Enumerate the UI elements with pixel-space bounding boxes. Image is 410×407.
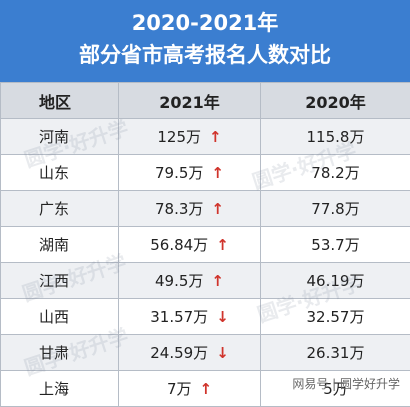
value-2020-cell: 77.8万: [261, 191, 410, 227]
value-2020-cell: 115.8万: [261, 119, 410, 155]
header-2021: 2021年: [119, 83, 261, 119]
region-cell: 上海: [1, 371, 119, 407]
value-2021-cell: 56.84万 ↑: [119, 227, 261, 263]
region-cell: 江西: [1, 263, 119, 299]
arrow-up-icon: ↑: [211, 164, 224, 182]
value-2021: 31.57万: [150, 308, 208, 326]
arrow-up-icon: ↑: [216, 236, 229, 254]
arrow-up-icon: ↑: [209, 128, 222, 146]
value-2021: 78.3万: [155, 200, 203, 218]
region-cell: 河南: [1, 119, 119, 155]
value-2021-cell: 78.3万 ↑: [119, 191, 261, 227]
value-2021: 56.84万: [150, 236, 208, 254]
arrow-up-icon: ↑: [211, 200, 224, 218]
value-2021-cell: 49.5万 ↑: [119, 263, 261, 299]
arrow-up-icon: ↑: [211, 272, 224, 290]
value-2021-cell: 7万 ↑: [119, 371, 261, 407]
value-2020-cell: 53.7万: [261, 227, 410, 263]
value-2020-cell: 32.57万: [261, 299, 410, 335]
value-2021: 125万: [157, 128, 201, 146]
title-years: 2020-2021年: [0, 10, 410, 36]
source-credit: 网易号 | 圆学好升学: [292, 375, 400, 392]
table-row: 山东 79.5万 ↑ 78.2万: [1, 155, 410, 191]
arrow-up-icon: ↑: [199, 380, 212, 398]
region-cell: 山西: [1, 299, 119, 335]
arrow-down-icon: ↓: [216, 308, 229, 326]
value-2021-cell: 125万 ↑: [119, 119, 261, 155]
value-2021: 79.5万: [155, 164, 203, 182]
value-2021-cell: 24.59万 ↓: [119, 335, 261, 371]
table-row: 河南 125万 ↑ 115.8万: [1, 119, 410, 155]
value-2021-cell: 79.5万 ↑: [119, 155, 261, 191]
table-row: 广东 78.3万 ↑ 77.8万: [1, 191, 410, 227]
value-2020-cell: 26.31万: [261, 335, 410, 371]
table-row: 江西 49.5万 ↑ 46.19万: [1, 263, 410, 299]
arrow-down-icon: ↓: [216, 344, 229, 362]
header-region: 地区: [1, 83, 119, 119]
region-cell: 广东: [1, 191, 119, 227]
table-row: 山西 31.57万 ↓ 32.57万: [1, 299, 410, 335]
region-cell: 山东: [1, 155, 119, 191]
value-2021-cell: 31.57万 ↓: [119, 299, 261, 335]
table-row: 甘肃 24.59万 ↓ 26.31万: [1, 335, 410, 371]
region-cell: 甘肃: [1, 335, 119, 371]
value-2021: 49.5万: [155, 272, 203, 290]
registration-table: 地区 2021年 2020年 河南 125万 ↑ 115.8万山东 79.5万 ↑ 78.2…: [0, 82, 410, 407]
title-subject: 部分省市高考报名人数对比: [0, 42, 410, 68]
value-2021: 24.59万: [150, 344, 208, 362]
value-2020-cell: 78.2万: [261, 155, 410, 191]
value-2020-cell: 46.19万: [261, 263, 410, 299]
table-row: 湖南 56.84万 ↑ 53.7万: [1, 227, 410, 263]
table-header-row: 地区 2021年 2020年: [1, 83, 410, 119]
value-2021: 7万: [167, 380, 192, 398]
title-banner: 2020-2021年 部分省市高考报名人数对比: [0, 0, 410, 82]
region-cell: 湖南: [1, 227, 119, 263]
header-2020: 2020年: [261, 83, 410, 119]
